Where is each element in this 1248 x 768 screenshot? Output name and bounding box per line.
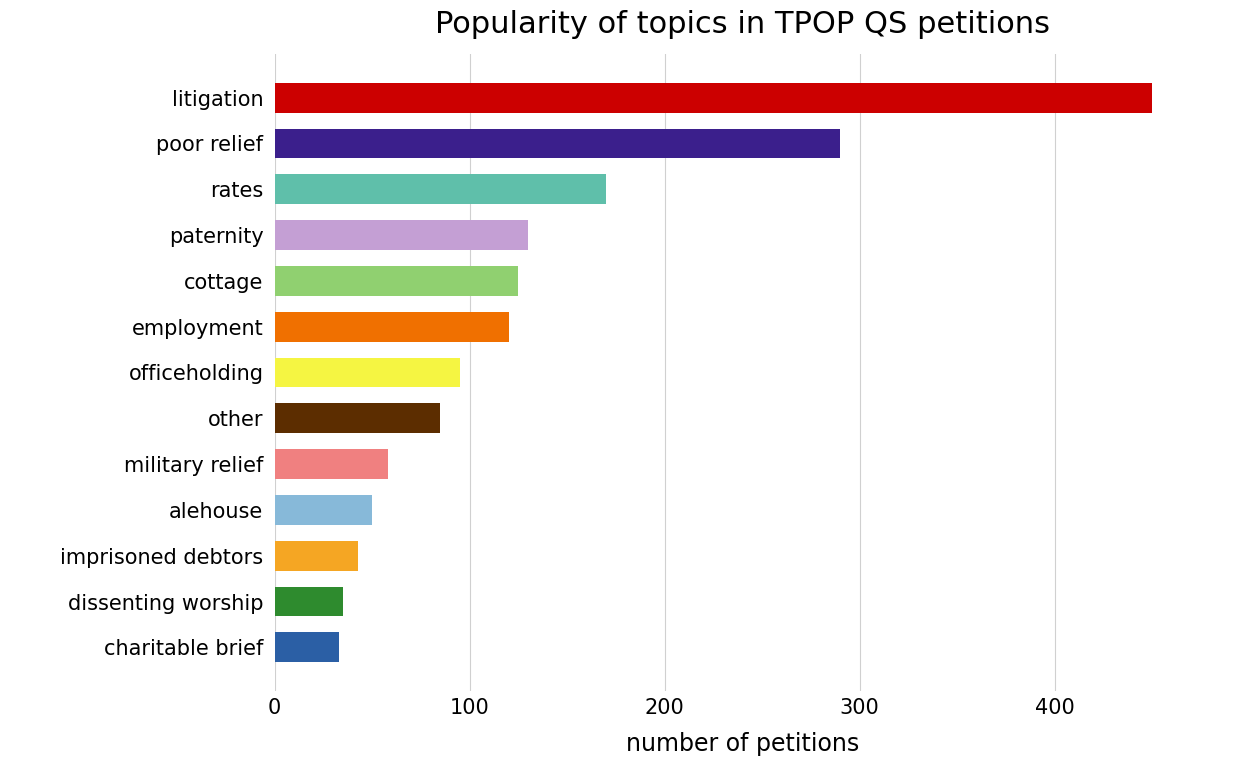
Bar [275,358,459,387]
Bar [275,633,339,662]
Bar [275,541,358,571]
Bar [275,128,840,158]
X-axis label: number of petitions: number of petitions [626,732,859,756]
Bar [275,449,388,479]
Bar [275,83,1152,112]
Bar [275,403,441,433]
Title: Popularity of topics in TPOP QS petitions: Popularity of topics in TPOP QS petition… [436,10,1050,39]
Bar [275,220,528,250]
Bar [275,587,343,617]
Bar [275,266,518,296]
Bar [275,312,509,342]
Bar [275,495,372,525]
Bar [275,174,607,204]
